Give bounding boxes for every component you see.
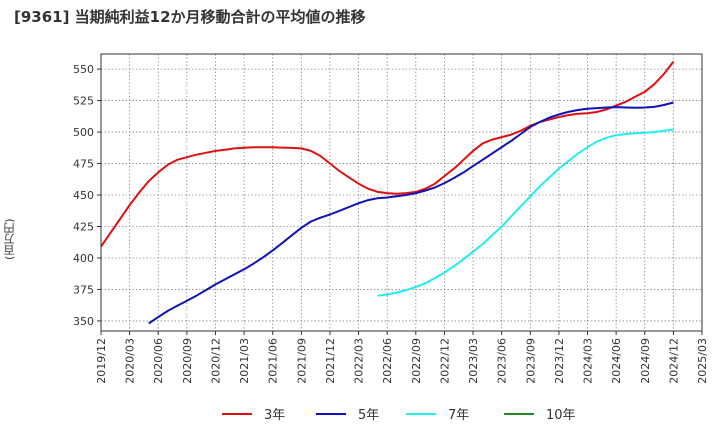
x-tick-label: 2020/09 (181, 338, 194, 384)
chart-title: [9361] 当期純利益12か月移動合計の平均値の推移 (14, 8, 366, 26)
x-tick-label: 2023/03 (467, 338, 480, 384)
legend-label: 3年 (264, 408, 285, 423)
y-ticks: 350 375 400 425 450 475 500 525 550 (73, 63, 101, 328)
x-tick-label: 2023/06 (496, 338, 509, 384)
y-tick-label: 500 (73, 126, 94, 139)
x-tick-label: 2024/03 (582, 338, 595, 384)
y-tick-label: 450 (73, 189, 94, 202)
y-tick-label: 375 (73, 283, 94, 296)
x-tick-label: 2022/03 (353, 338, 366, 384)
x-tick-label: 2021/09 (295, 338, 308, 384)
series-line (100, 60, 675, 248)
y-tick-label: 350 (73, 315, 94, 328)
series-line (377, 128, 674, 297)
x-ticks: 2019/12 2020/03 2020/06 2020/09 2020/12 2021/… (95, 331, 709, 384)
legend-label: 10年 (546, 408, 576, 423)
y-tick-label: 400 (73, 252, 94, 265)
x-tick-label: 2023/12 (553, 338, 566, 384)
plot-frame (100, 53, 703, 332)
x-tick-label: 2020/06 (152, 338, 165, 384)
series-layer (100, 60, 675, 325)
x-tick-label: 2024/12 (667, 338, 680, 384)
x-tick-label: 2024/09 (639, 338, 652, 384)
x-tick-label: 2024/06 (610, 338, 623, 384)
grid (100, 54, 703, 331)
x-tick-label: 2021/12 (324, 338, 337, 384)
series-line (148, 101, 674, 325)
y-tick-label: 475 (73, 158, 94, 171)
x-tick-label: 2022/06 (381, 338, 394, 384)
x-tick-label: 2023/09 (524, 338, 537, 384)
x-tick-label: 2022/12 (438, 338, 451, 384)
legend: 3年 5年 7年 10年 (222, 408, 576, 423)
x-tick-label: 2021/03 (238, 338, 251, 384)
x-tick-label: 2020/03 (124, 338, 137, 384)
y-tick-label: 425 (73, 220, 94, 233)
legend-label: 5年 (358, 408, 379, 423)
legend-label: 7年 (448, 408, 469, 423)
x-tick-label: 2025/03 (696, 338, 709, 384)
x-tick-label: 2022/09 (410, 338, 423, 384)
x-tick-label: 2021/06 (267, 338, 280, 384)
x-tick-label: 2020/12 (209, 338, 222, 384)
y-tick-label: 550 (73, 63, 94, 76)
x-tick-label: 2019/12 (95, 338, 108, 384)
y-tick-label: 525 (73, 95, 94, 108)
